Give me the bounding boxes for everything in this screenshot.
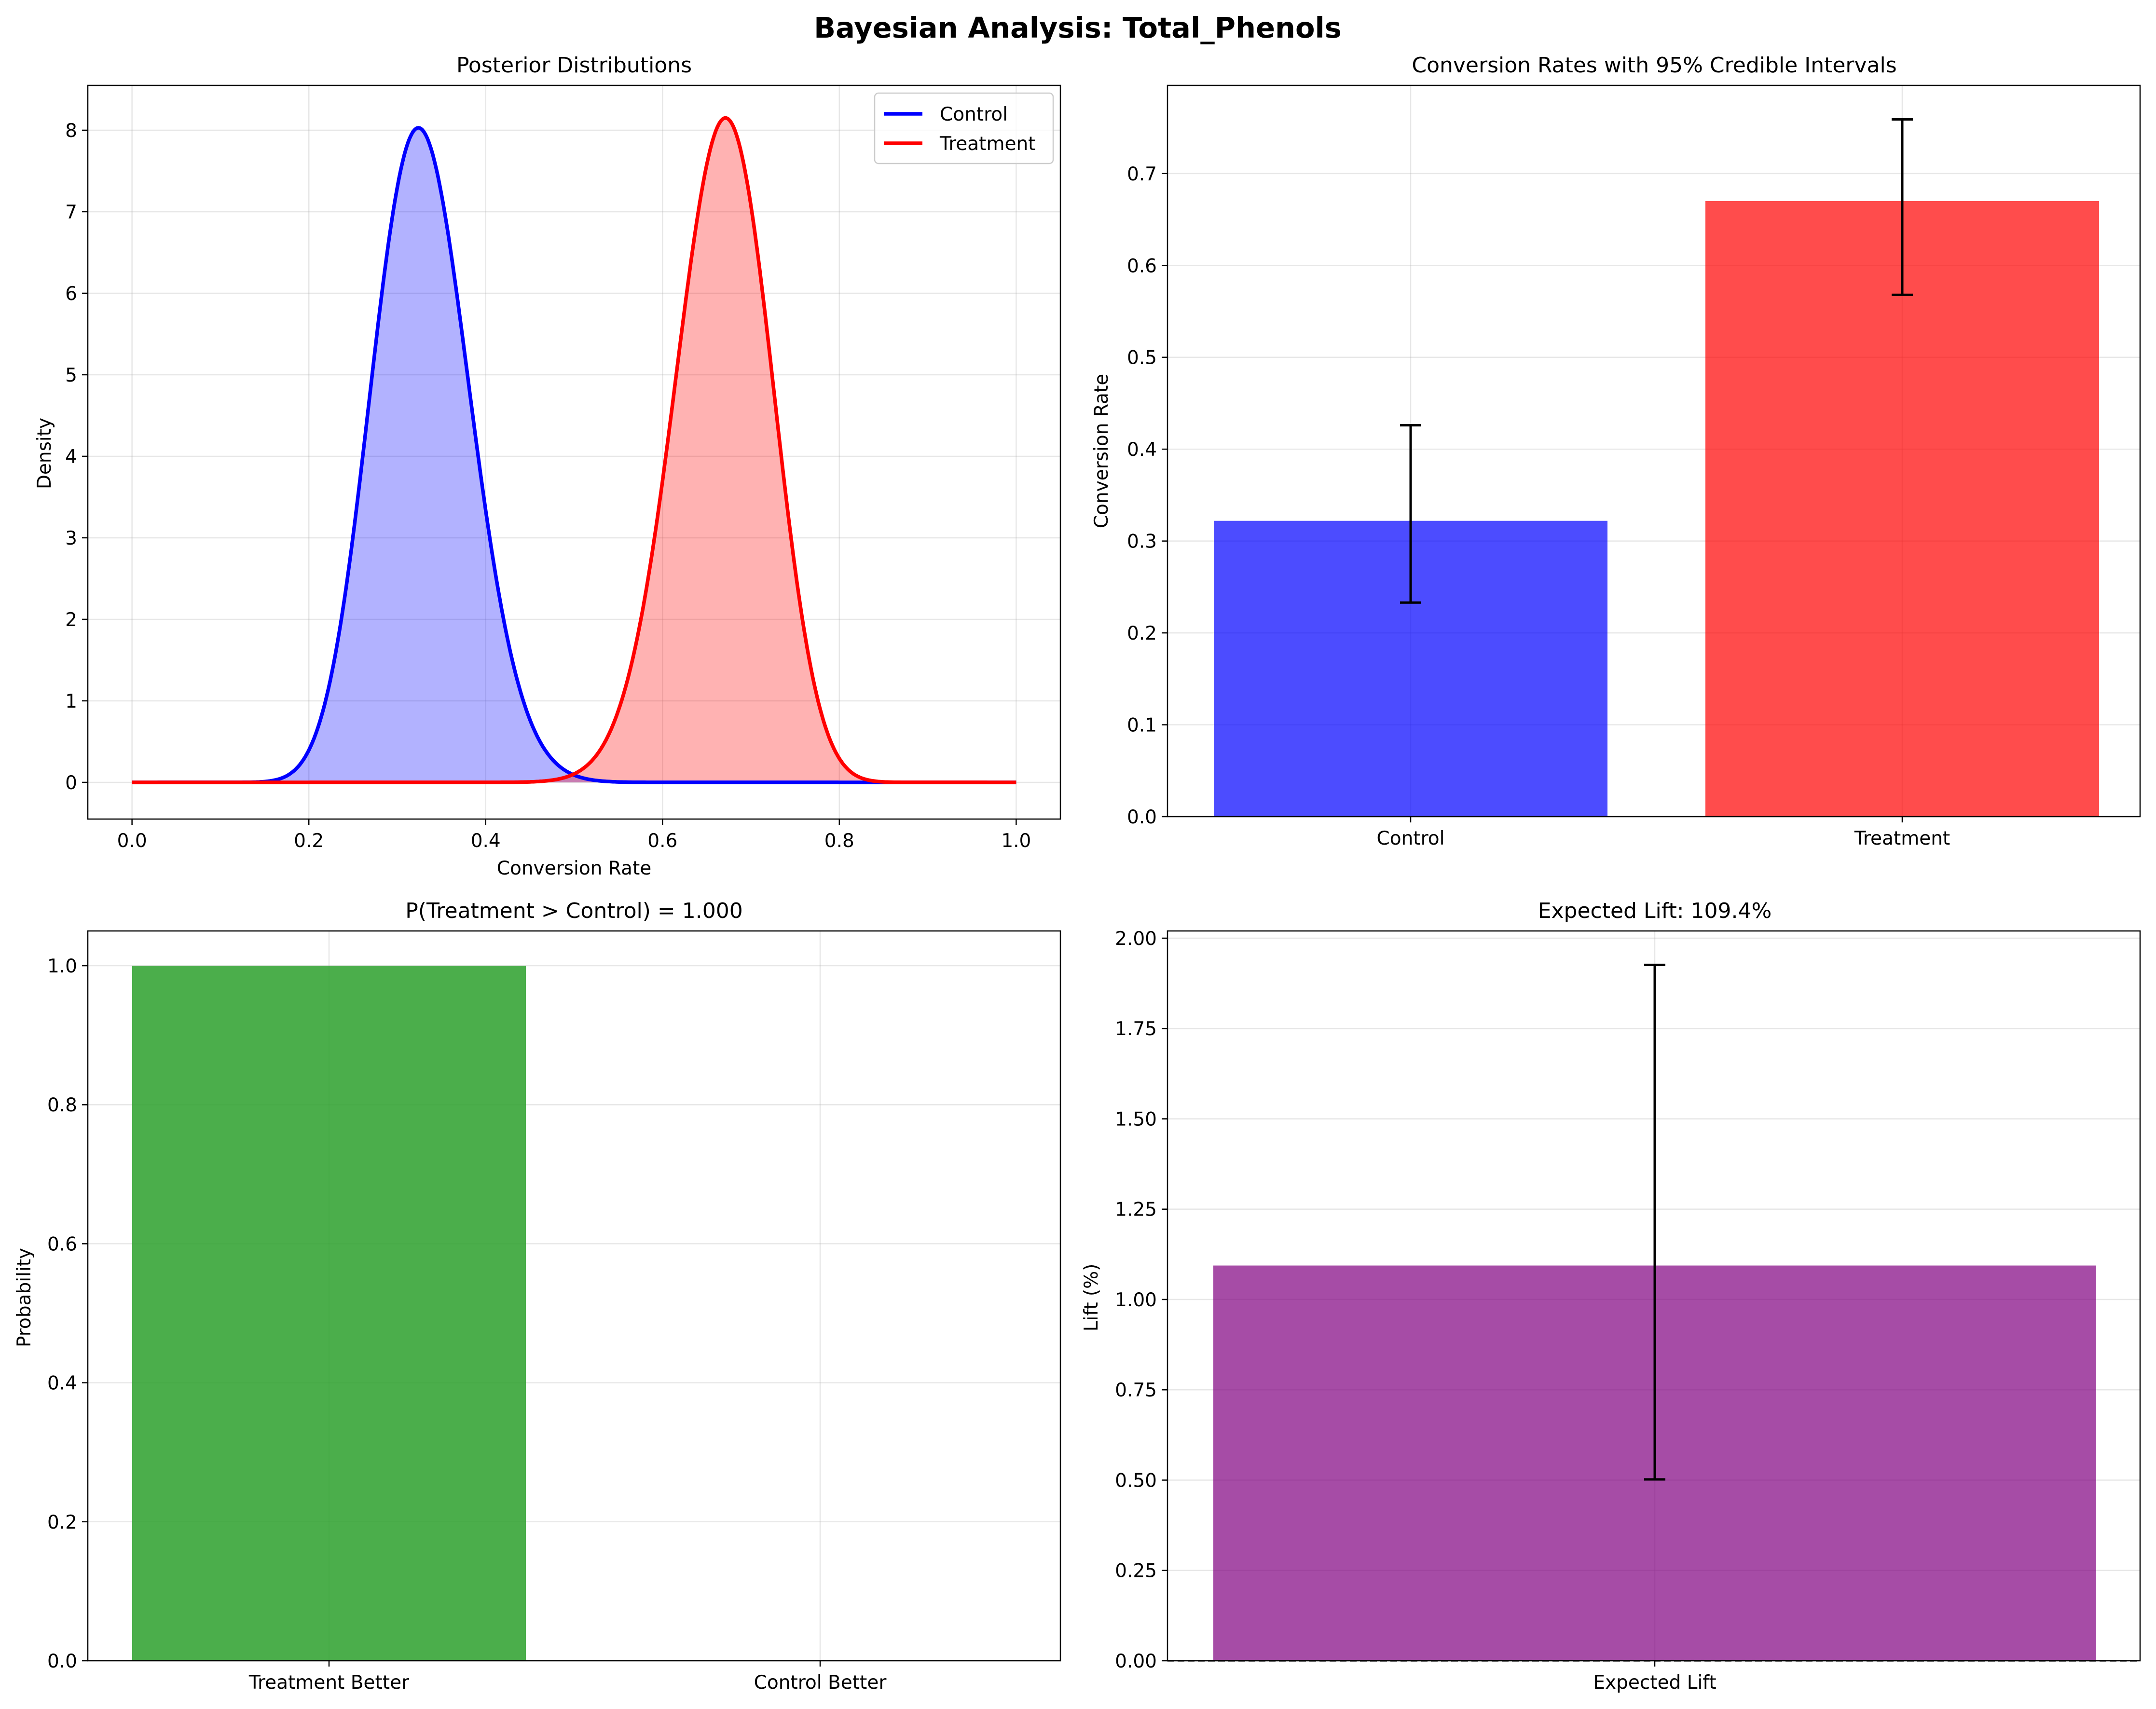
rates-bar-treatment [1705,201,2099,817]
posterior-y-tick-label: 7 [65,202,77,223]
rates-y-tick-label: 0.2 [1127,623,1157,644]
rates-y-tick-label: 0.5 [1127,347,1157,369]
posterior-y-tick-label: 8 [65,120,77,142]
lift-axes-frame [1167,930,2141,1662]
probability-ticks: 0.0 0.2 0.4 0.6 0.8 1.0 Treatment Better Contro… [47,956,887,1694]
probability-bar-treatment-better [132,966,526,1661]
posterior-panel: Posterior Distributions Conversion Rate … [34,53,1061,879]
lift-y-tick-label: 0.25 [1115,1560,1157,1582]
lift-y-tick-label: 1.25 [1115,1199,1157,1221]
lift-plot-area [1167,963,2140,1662]
posterior-y-tick-label: 2 [65,609,77,631]
lift-ticks: 0.00 0.25 0.50 0.75 1.00 1.25 1.50 1.75 2.00 Expe… [1115,928,1716,1694]
rates-y-tick-label: 0.3 [1127,531,1157,553]
rates-y-tick-label: 0.4 [1127,439,1157,461]
probability-title: P(Treatment > Control) = 1.000 [405,899,742,923]
posterior-x-tick-label: 0.0 [117,830,147,852]
rates-y-tick-label: 0.0 [1127,807,1157,828]
figure-title: Bayesian Analysis: Total_Phenols [814,11,1342,44]
rates-y-tick-label: 0.6 [1127,255,1157,277]
posterior-control-fill [132,127,1016,782]
posterior-x-axis-label: Conversion Rate [497,858,651,879]
lift-y-tick-label: 1.50 [1115,1108,1157,1130]
lift-y-tick-label: 2.00 [1115,928,1157,950]
rates-x-tick-label: Treatment [1854,828,1950,849]
posterior-x-tick-label: 1.0 [1001,830,1031,852]
lift-y-tick-label: 0.50 [1115,1470,1157,1491]
probability-panel: P(Treatment > Control) = 1.000 Probabili… [14,899,1061,1694]
rates-axes-frame [1167,84,2141,818]
probability-axes-frame [87,930,1061,1662]
posterior-x-tick-label: 0.2 [294,830,324,852]
rates-x-tick-label: Control [1377,828,1445,849]
posterior-y-tick-label: 3 [65,528,77,549]
probability-y-tick-label: 0.6 [47,1233,77,1255]
lift-y-tick-label: 0.75 [1115,1380,1157,1401]
lift-y-tick-label: 1.00 [1115,1289,1157,1311]
lift-y-tick-label: 1.75 [1115,1018,1157,1040]
posterior-y-tick-label: 6 [65,283,77,305]
probability-y-tick-label: 0.0 [47,1651,77,1672]
legend-treatment-label: Treatment [939,133,1035,155]
probability-plot-area [132,966,526,1661]
rates-y-axis-label: Conversion Rate [1091,374,1112,528]
posterior-x-tick-label: 0.4 [471,830,501,852]
probability-x-tick-label: Treatment Better [248,1672,410,1694]
rates-plot-area [1214,118,2099,817]
lift-y-tick-label: 0.00 [1115,1651,1157,1672]
posterior-y-tick-label: 0 [65,772,77,794]
rates-y-tick-label: 0.7 [1127,164,1157,185]
posterior-y-tick-label: 5 [65,365,77,386]
posterior-y-axis-label: Density [34,418,55,489]
posterior-axes-frame [87,84,1061,820]
rates-ticks: 0.0 0.1 0.2 0.3 0.4 0.5 0.6 0.7 Control Treatment [1127,164,1950,849]
posterior-legend: Control Treatment [874,92,1054,164]
posterior-y-tick-label: 4 [65,446,77,468]
rates-panel: Conversion Rates with 95% Credible Inter… [1091,53,2141,849]
probability-y-tick-label: 0.4 [47,1373,77,1395]
lift-panel: Expected Lift: 109.4% Lift (%) 0.000.250… [1081,899,2141,1694]
probability-y-tick-label: 0.8 [47,1094,77,1116]
rates-y-tick-label: 0.1 [1127,715,1157,737]
posterior-x-tick-label: 0.6 [647,830,677,852]
lift-x-tick-label: Expected Lift [1593,1672,1716,1694]
posterior-treatment-fill [132,118,1016,783]
rates-title: Conversion Rates with 95% Credible Inter… [1412,53,1896,78]
probability-x-tick-label: Control Better [754,1672,887,1694]
probability-y-tick-label: 1.0 [47,956,77,977]
posterior-ticks: 0 1 2 3 4 5 6 7 8 0.0 0.2 0.4 0.6 0.8 1.0 [65,120,1031,852]
posterior-plot-area [132,116,1016,784]
lift-y-axis-label: Lift (%) [1081,1264,1102,1332]
posterior-y-tick-label: 1 [65,691,77,712]
legend-control-label: Control [940,104,1008,125]
posterior-legend-box [874,92,1054,164]
probability-y-axis-label: Probability [14,1248,35,1347]
posterior-x-tick-label: 0.8 [824,830,854,852]
probability-y-tick-label: 0.2 [47,1512,77,1533]
lift-title: Expected Lift: 109.4% [1538,899,1772,923]
posterior-treatment-line [132,116,1016,784]
posterior-title: Posterior Distributions [456,53,692,78]
